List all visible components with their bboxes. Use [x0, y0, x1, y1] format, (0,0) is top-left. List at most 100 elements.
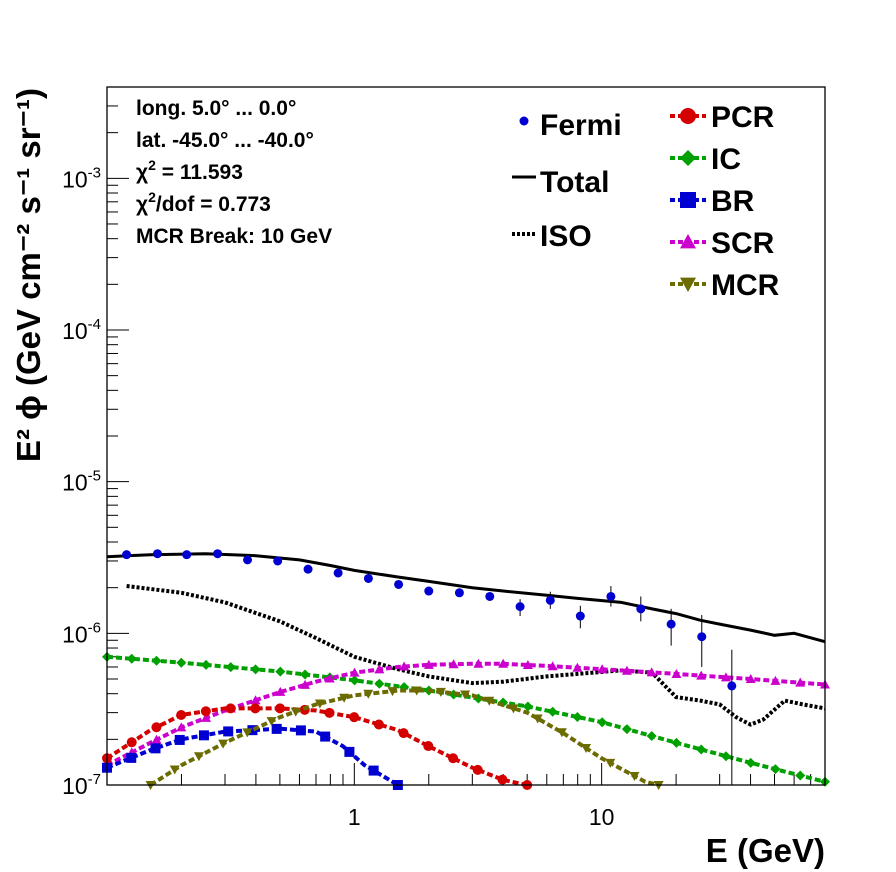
fermi-point: [363, 573, 373, 583]
y-tick-label: 10-4: [62, 316, 101, 344]
series-marker: [169, 765, 180, 775]
series-marker: [795, 770, 806, 781]
series-marker: [795, 677, 806, 687]
series-marker: [508, 704, 519, 714]
series-marker: [435, 687, 446, 697]
series-marker: [176, 710, 187, 721]
series-marker: [605, 758, 616, 768]
series-marker: [497, 774, 508, 785]
fermi-point: [666, 619, 676, 629]
legend-item-iso: ISO: [512, 220, 592, 253]
series-pcr-markers: [102, 703, 533, 790]
legend-label: BR: [711, 185, 755, 218]
series-marker: [547, 706, 558, 717]
series-marker: [770, 764, 781, 775]
fermi-point: [606, 591, 616, 601]
legend-label: MCR: [711, 269, 780, 302]
series-marker: [368, 765, 379, 776]
series-marker: [581, 744, 592, 754]
series-marker: [572, 711, 583, 722]
series-marker: [151, 655, 162, 666]
fermi-point: [152, 549, 162, 559]
legend-item-ic: IC: [670, 143, 741, 176]
series-marker: [320, 731, 331, 742]
series-marker: [150, 743, 161, 754]
series-marker: [399, 661, 410, 671]
legend-label: Total: [540, 166, 609, 199]
series-marker: [174, 734, 185, 745]
series-marker: [680, 108, 696, 124]
series-marker: [532, 714, 543, 724]
series-marker: [271, 723, 282, 734]
fermi-point: [545, 595, 555, 605]
series-marker: [696, 744, 707, 755]
series-marker: [349, 712, 360, 723]
fermi-point: [243, 555, 253, 565]
series-marker: [225, 703, 236, 714]
series-marker: [200, 706, 211, 717]
series-scr-markers: [102, 658, 830, 770]
series-marker: [423, 659, 434, 669]
series-marker: [398, 728, 409, 739]
series-marker: [522, 659, 533, 669]
series-marker: [176, 722, 187, 732]
info-line: χ2 = 11.593: [136, 157, 243, 184]
x-axis-title: E (GeV): [706, 832, 825, 869]
y-tick-label: 10-6: [62, 619, 101, 647]
fermi-point: [273, 556, 283, 566]
y-tick-labels: 10-7 10-6 10-5 10-4 10-3: [62, 164, 101, 799]
axis-ticks: [106, 86, 826, 786]
x-tick-labels: 1 10: [348, 804, 615, 830]
series-marker: [411, 686, 422, 696]
legend-label: PCR: [711, 101, 775, 134]
series-marker: [198, 730, 209, 741]
legend-item-fermi: Fermi: [519, 109, 622, 142]
series-marker: [472, 764, 483, 775]
series-marker: [225, 662, 236, 673]
series-marker: [460, 690, 471, 700]
series-marker: [374, 678, 385, 689]
series-marker: [126, 752, 137, 763]
fermi-point: [575, 611, 585, 621]
series-marker: [324, 673, 335, 683]
legend-item-scr: SCR: [670, 227, 775, 260]
series-marker: [242, 728, 253, 738]
series-marker: [621, 665, 632, 675]
series-mcr-line: [149, 688, 660, 787]
series-marker: [680, 150, 696, 166]
fit-info-box: long. 5.0° ... 0.0° lat. -45.0° ... -40.0…: [136, 97, 332, 248]
series-marker: [223, 726, 234, 737]
series-marker: [597, 717, 608, 728]
legend-label: Fermi: [540, 109, 622, 142]
series-marker: [373, 719, 384, 730]
series-marker: [745, 673, 756, 683]
series-marker: [275, 703, 286, 714]
fermi-point: [424, 586, 434, 596]
fermi-point: [394, 579, 404, 589]
series-marker: [193, 752, 204, 762]
fermi-point: [636, 604, 646, 614]
series-marker: [151, 734, 162, 744]
fermi-point: [454, 588, 464, 598]
series-marker: [201, 712, 212, 722]
fermi-point: [697, 632, 707, 642]
series-marker: [250, 703, 261, 714]
y-axis-title: E² ϕ (GeV cm⁻² s⁻¹ sr⁻¹): [10, 88, 47, 462]
series-marker: [151, 722, 162, 733]
x-tick-label: 10: [589, 804, 615, 830]
series-marker: [344, 746, 355, 757]
fermi-points-layer: [122, 549, 737, 785]
legend-label: ISO: [540, 220, 592, 253]
x-tick-label: 1: [348, 804, 361, 830]
series-iso-line: [126, 584, 826, 727]
series-marker: [696, 670, 707, 680]
fermi-point: [333, 568, 343, 578]
series-scr-line: [106, 661, 826, 767]
y-tick-label: 10-5: [62, 468, 101, 496]
legend-item-br: BR: [670, 185, 755, 218]
legend-item-mcr: MCR: [670, 269, 780, 302]
series-marker: [629, 771, 640, 781]
series-marker: [275, 666, 286, 677]
series-marker: [300, 669, 311, 680]
series-marker: [126, 737, 137, 748]
